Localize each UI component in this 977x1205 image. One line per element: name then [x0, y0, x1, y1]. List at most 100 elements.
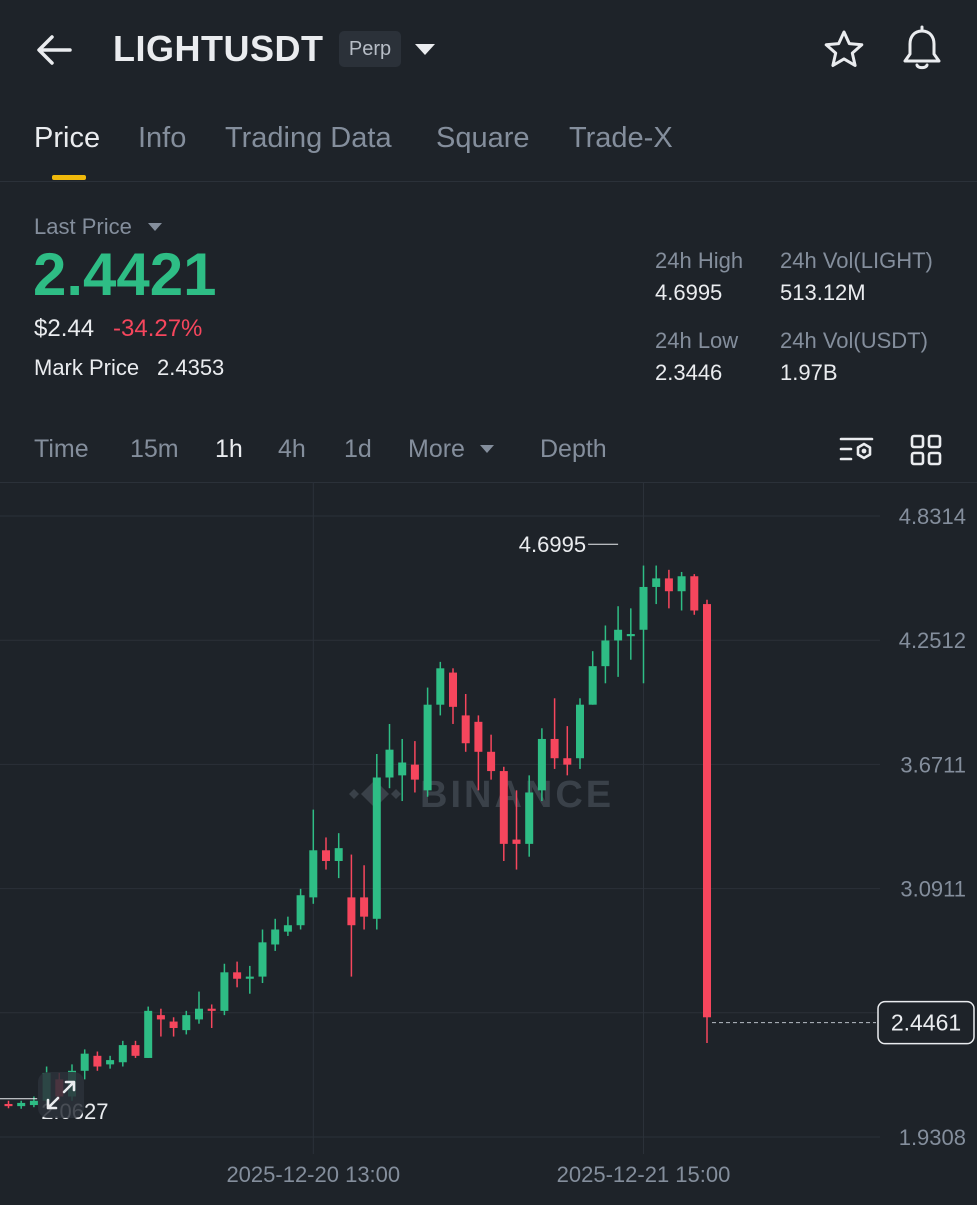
timeframe-1h[interactable]: 1h — [215, 435, 243, 463]
y-axis-tick-label: 4.8314 — [899, 504, 966, 529]
expand-icon — [46, 1080, 76, 1110]
candle-body — [410, 764, 419, 780]
candle — [182, 1010, 191, 1035]
candle — [652, 565, 661, 605]
price-alert-button[interactable] — [898, 24, 946, 74]
candle-body — [309, 850, 318, 898]
candle-body — [220, 972, 229, 1011]
candle — [195, 991, 203, 1024]
candle-body — [487, 751, 496, 772]
candle — [156, 1008, 165, 1037]
vol-base-24h-label: 24h Vol(LIGHT) — [780, 248, 933, 273]
candle-body — [334, 848, 343, 861]
y-axis-tick-label: 3.0911 — [900, 877, 966, 902]
candle — [385, 723, 394, 789]
last-price-dropdown[interactable] — [146, 220, 164, 234]
high-24h-label: 24h High — [655, 248, 744, 273]
tab-trading-data[interactable]: Trading Data — [225, 122, 392, 154]
depth-tab[interactable]: Depth — [540, 435, 607, 463]
candle — [220, 963, 229, 1016]
candle — [537, 728, 546, 802]
candle — [512, 790, 521, 870]
chart-settings-button[interactable] — [838, 432, 876, 468]
candle — [309, 809, 318, 904]
candle — [576, 698, 584, 769]
candle-body — [372, 777, 381, 919]
candle — [499, 766, 508, 861]
tabs-divider — [0, 181, 977, 182]
candle — [487, 734, 496, 780]
chart-canvas[interactable]: BINANCE 4.83144.25123.67113.09112.51101.… — [0, 482, 977, 1200]
max-price-marker: 4.6995 — [519, 532, 586, 557]
candle-body — [614, 629, 623, 641]
candle — [296, 888, 305, 930]
symbol-title[interactable]: LIGHTUSDT — [113, 28, 324, 69]
candle — [118, 1040, 127, 1067]
candle-body — [347, 897, 356, 926]
timeframe-1d[interactable]: 1d — [344, 435, 372, 463]
candle — [322, 837, 330, 870]
more-dropdown[interactable] — [478, 442, 496, 456]
candle — [677, 571, 686, 611]
candle — [106, 1055, 115, 1069]
candle — [436, 661, 445, 716]
candle-body — [639, 586, 648, 630]
candle-body — [245, 976, 254, 979]
candle-body — [156, 1015, 165, 1020]
timeframe-15m[interactable]: 15m — [130, 435, 179, 463]
tab-square[interactable]: Square — [436, 122, 530, 154]
timeframe-4h[interactable]: 4h — [278, 435, 306, 463]
x-axis-date-label: 2025-12-21 15:00 — [557, 1162, 731, 1187]
candle-body — [398, 762, 407, 776]
tab-trade-x[interactable]: Trade-X — [569, 122, 673, 154]
favorite-button[interactable] — [820, 26, 868, 74]
candle — [271, 918, 280, 951]
timeframe-time[interactable]: Time — [34, 435, 89, 463]
last-price-label[interactable]: Last Price — [34, 214, 132, 239]
candle-body — [588, 666, 597, 705]
candle — [144, 1006, 153, 1058]
candlestick-chart[interactable]: BINANCE 4.83144.25123.67113.09112.51101.… — [0, 482, 977, 1200]
arrow-left-icon — [37, 35, 72, 65]
x-axis-date-label: 2025-12-20 13:00 — [226, 1162, 400, 1187]
vol-quote-24h-value: 1.97B — [780, 360, 838, 385]
candle-body — [512, 839, 521, 844]
candle — [245, 965, 254, 994]
candle-body — [17, 1102, 26, 1107]
current-price-tag[interactable]: 2.4461 — [877, 1000, 975, 1045]
candle — [93, 1051, 102, 1071]
candle-body — [360, 897, 369, 917]
caret-down-icon — [148, 223, 162, 231]
candle — [398, 738, 407, 802]
tab-price[interactable]: Price — [34, 122, 101, 154]
candle — [410, 741, 419, 793]
candle-body — [576, 704, 584, 759]
price-change-percent: -34.27% — [113, 315, 203, 342]
fullscreen-button[interactable] — [38, 1072, 84, 1118]
candle-body — [93, 1055, 102, 1067]
low-24h-label: 24h Low — [655, 328, 739, 353]
bell-icon — [903, 25, 941, 70]
tab-info[interactable]: Info — [138, 122, 187, 154]
candle-body — [601, 640, 610, 667]
candle-body — [703, 604, 711, 1018]
candle-body — [258, 942, 267, 977]
last-price-value: 2.4421 — [33, 241, 217, 308]
back-button[interactable] — [30, 26, 80, 74]
symbol-dropdown-button[interactable] — [412, 36, 438, 62]
candle-body — [4, 1103, 13, 1107]
candle — [334, 833, 343, 879]
candle-body — [131, 1045, 140, 1056]
candle — [347, 854, 356, 977]
candle-body — [322, 850, 330, 861]
vol-quote-24h-label: 24h Vol(USDT) — [780, 328, 928, 353]
candle — [601, 625, 610, 684]
vol-base-24h-value: 513.12M — [780, 280, 866, 305]
candle — [525, 775, 534, 857]
candle — [461, 693, 470, 752]
timeframe-more[interactable]: More — [408, 435, 465, 463]
candle-body — [80, 1053, 89, 1071]
candle — [283, 916, 292, 936]
candle-body — [195, 1008, 203, 1020]
layout-grid-button[interactable] — [908, 432, 944, 468]
